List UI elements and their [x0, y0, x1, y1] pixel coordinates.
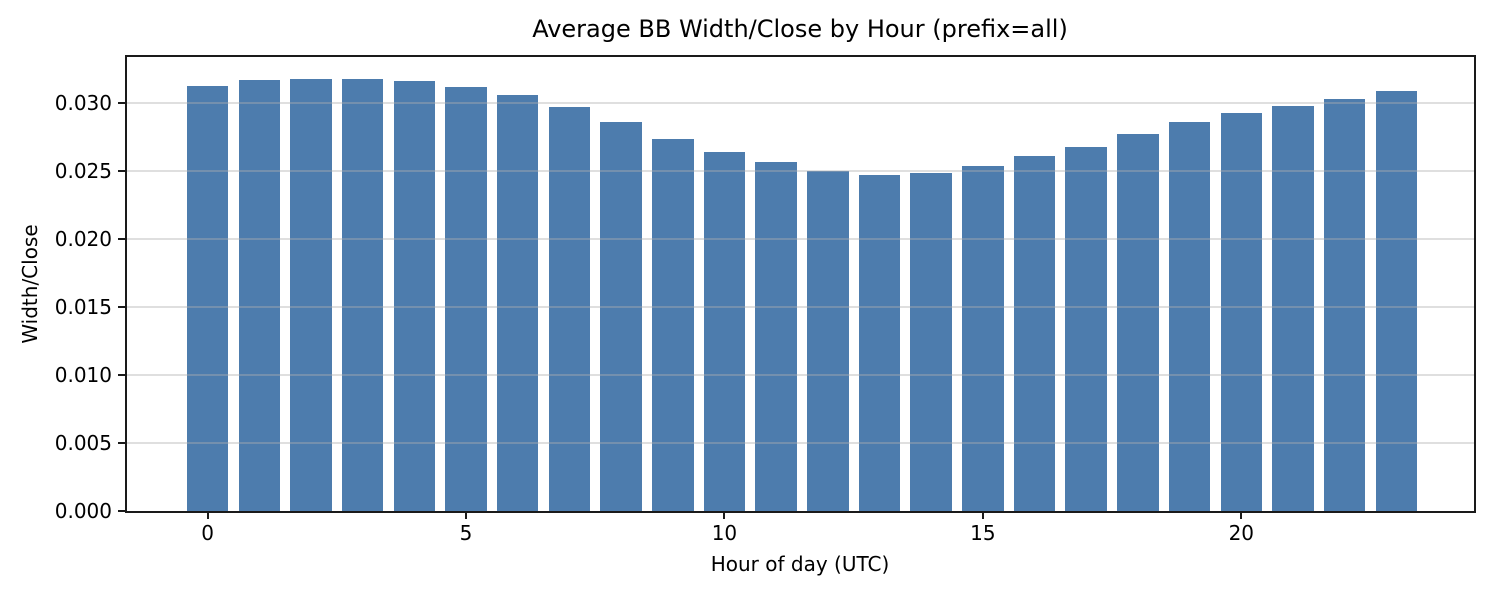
y-tick-mark: [118, 442, 125, 445]
gridline: [127, 238, 1474, 240]
bar-hour-16: [1013, 156, 1056, 511]
y-tick-label: 0.000: [54, 499, 112, 523]
y-tick-label: 0.015: [54, 295, 112, 320]
bar-hour-10: [703, 152, 746, 511]
x-tick-mark: [206, 513, 209, 519]
gridline: [127, 102, 1474, 104]
bar-hour-20: [1220, 112, 1263, 511]
y-tick-label: 0.020: [54, 227, 112, 252]
bar-hour-0: [186, 85, 229, 511]
bar-hour-17: [1065, 146, 1107, 511]
y-tick-label: 0.030: [54, 91, 112, 116]
y-tick-mark: [118, 306, 125, 309]
bar-hour-1: [238, 80, 281, 511]
x-tick-label: 20: [1228, 521, 1255, 545]
bar-hour-11: [755, 161, 797, 511]
bar-hour-9: [652, 138, 694, 511]
bar-hour-22: [1323, 99, 1366, 511]
bar-hour-18: [1117, 134, 1159, 511]
chart-title: Average BB Width/Close by Hour (prefix=a…: [532, 15, 1068, 43]
bar-hour-6: [496, 95, 539, 511]
x-tick-mark: [465, 513, 468, 519]
gridline: [127, 442, 1474, 444]
bar-hour-19: [1168, 122, 1211, 511]
gridline: [127, 306, 1474, 308]
bar-hour-21: [1272, 105, 1314, 511]
x-tick-mark: [723, 513, 726, 519]
y-tick-label: 0.025: [54, 159, 112, 184]
y-tick-mark: [118, 374, 125, 377]
bar-hour-23: [1375, 90, 1418, 511]
bar-hour-15: [962, 165, 1004, 511]
bar-hour-13: [858, 175, 901, 511]
gridline: [127, 374, 1474, 376]
bar-hour-7: [548, 107, 591, 511]
y-tick-mark: [118, 102, 125, 105]
bar-hour-14: [910, 172, 952, 511]
y-tick-mark: [118, 238, 125, 241]
x-tick-label: 15: [970, 521, 996, 545]
bar-hour-3: [341, 78, 384, 511]
x-tick-mark: [981, 513, 984, 519]
y-tick-label: 0.005: [54, 431, 112, 456]
x-tick-label: 5: [459, 521, 473, 545]
y-tick-mark: [118, 170, 125, 173]
bar-hour-4: [393, 81, 436, 511]
gridline: [127, 170, 1474, 172]
x-tick-label: 10: [711, 521, 738, 545]
bar-hour-12: [807, 171, 849, 511]
x-tick-mark: [1240, 513, 1243, 519]
bar-hour-5: [445, 86, 487, 511]
x-axis-label: Hour of day (UTC): [710, 552, 890, 576]
plot-area: 0.000 0.005 0.010 0.015 0.020 0.025 0.030 0 5 10 1…: [55, 55, 1476, 543]
y-tick-mark: [118, 510, 125, 512]
y-tick-label: 0.010: [54, 363, 112, 388]
bar-hour-2: [290, 78, 332, 511]
x-tick-label: 0: [201, 521, 214, 545]
bar-hour-8: [600, 122, 642, 511]
